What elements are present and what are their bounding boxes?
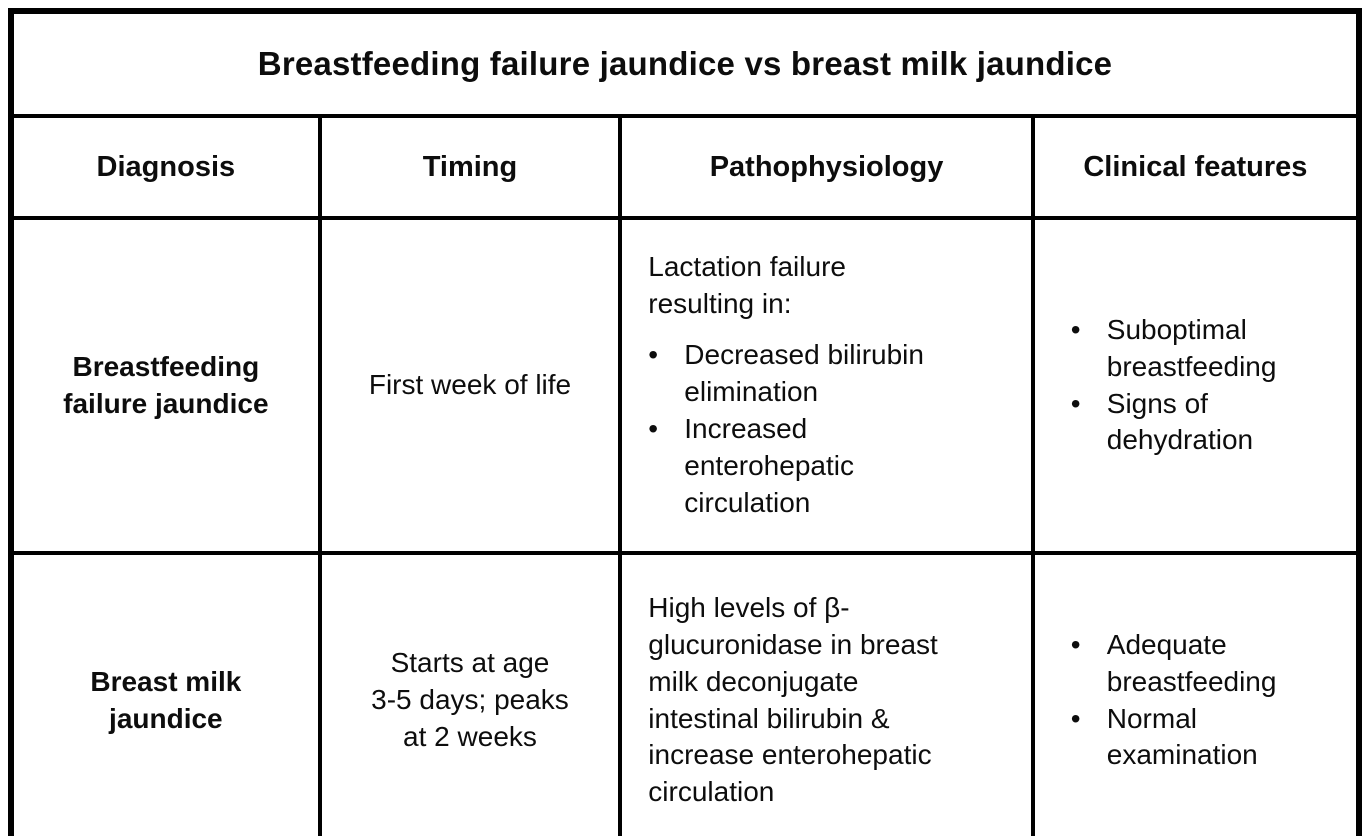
clinical-features-cell: • Suboptimal breastfeeding • Signs of de…	[1030, 216, 1362, 555]
pathophysiology-intro: Lactation failure resulting in:	[648, 251, 846, 320]
bullet-icon: •	[1070, 313, 1081, 345]
diagnosis-cell: Breast milk jaundice	[9, 551, 322, 836]
table-title: Breastfeeding failure jaundice vs breast…	[9, 9, 1361, 118]
table-row-breast-milk: Breast milk jaundice Starts at age 3-5 d…	[9, 551, 1362, 836]
bullet-icon: •	[648, 339, 659, 371]
bullet-item: • Suboptimal breastfeeding	[1071, 312, 1344, 386]
col-header-clinical-features: Clinical features	[1030, 114, 1362, 220]
bullet-icon: •	[648, 412, 659, 444]
bullet-text: Decreased bilirubin elimination	[684, 339, 924, 408]
bullet-item: • Normal examination	[1071, 701, 1344, 775]
bullet-icon: •	[1070, 628, 1081, 660]
bullet-item: • Increased enterohepatic circulation	[648, 411, 1010, 522]
timing-cell: Starts at age 3-5 days; peaks at 2 weeks	[317, 551, 623, 836]
title-row: Breastfeeding failure jaundice vs breast…	[9, 9, 1361, 118]
pathophysiology-cell: High levels of β- glucuronidase in breas…	[618, 551, 1035, 836]
bullet-icon: •	[1070, 702, 1081, 734]
clinical-features-cell: • Adequate breastfeeding • Normal examin…	[1030, 551, 1362, 836]
timing-cell: First week of life	[317, 216, 623, 555]
bullet-text: Increased enterohepatic circulation	[684, 412, 854, 518]
bullet-item: • Signs of dehydration	[1071, 386, 1344, 460]
col-header-pathophysiology: Pathophysiology	[618, 114, 1035, 220]
bullet-text: Suboptimal breastfeeding	[1106, 313, 1277, 382]
bullet-text: Signs of dehydration	[1106, 387, 1254, 456]
pathophysiology-text: High levels of β- glucuronidase in breas…	[648, 591, 938, 808]
pathophysiology-cell: Lactation failure resulting in: • Decrea…	[618, 216, 1035, 555]
table-row-breastfeeding-failure: Breastfeeding failure jaundice First wee…	[9, 216, 1362, 555]
col-header-timing: Timing	[317, 114, 623, 220]
bullet-item: • Adequate breastfeeding	[1071, 627, 1344, 701]
comparison-table: Breastfeeding failure jaundice vs breast…	[8, 8, 1362, 836]
bullet-text: Normal examination	[1106, 702, 1258, 771]
diagnosis-cell: Breastfeeding failure jaundice	[9, 216, 322, 555]
bullet-item: • Decreased bilirubin elimination	[648, 337, 1010, 411]
bullet-icon: •	[1070, 387, 1081, 419]
bullet-text: Adequate breastfeeding	[1106, 628, 1277, 697]
header-row: Diagnosis Timing Pathophysiology Clinica…	[9, 114, 1362, 220]
col-header-diagnosis: Diagnosis	[9, 114, 322, 220]
